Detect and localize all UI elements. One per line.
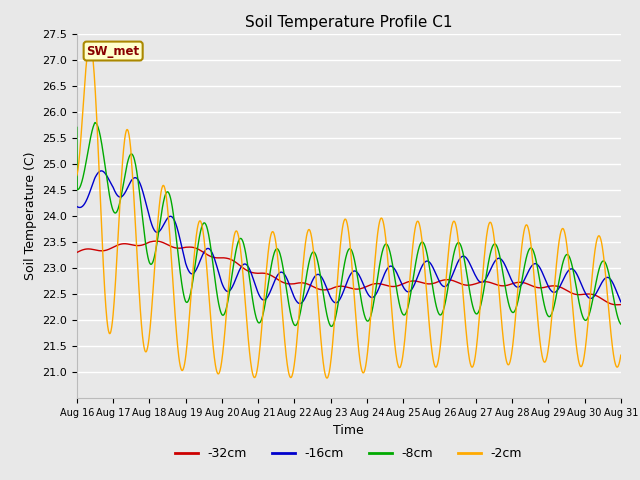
Y-axis label: Soil Temperature (C): Soil Temperature (C) [24, 152, 36, 280]
Legend: -32cm, -16cm, -8cm, -2cm: -32cm, -16cm, -8cm, -2cm [170, 442, 527, 465]
X-axis label: Time: Time [333, 424, 364, 437]
Title: Soil Temperature Profile C1: Soil Temperature Profile C1 [245, 15, 452, 30]
Text: SW_met: SW_met [86, 45, 140, 58]
